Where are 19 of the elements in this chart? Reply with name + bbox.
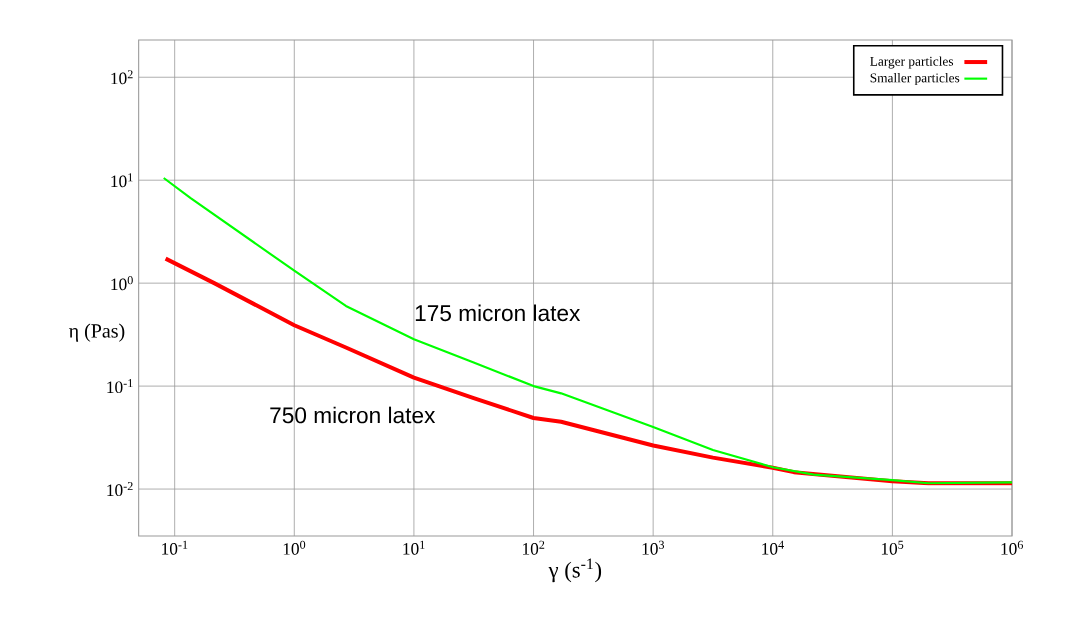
x-tick-label: 10$^{-1}$ bbox=[162, 540, 188, 555]
y-tick-label: 10$^{-2}$ bbox=[107, 482, 133, 497]
y-tick-label: 10$^{0}$ bbox=[111, 276, 133, 291]
legend-label: Smaller particles bbox=[870, 72, 960, 86]
y-axis-title: η (Pas) bbox=[68, 323, 125, 342]
x-tick-label: 10$^{1}$ bbox=[403, 540, 425, 555]
x-tick-label: 10$^{0}$ bbox=[283, 540, 306, 555]
y-tick-label: 10$^{-1}$ bbox=[107, 379, 133, 394]
x-axis-title: γ (s$^{-1}$) bbox=[548, 558, 602, 583]
legend-label: Larger particles bbox=[870, 56, 954, 69]
y-tick-label: 10$^{2}$ bbox=[111, 70, 133, 85]
annotation: 175 micron latex bbox=[415, 304, 581, 322]
annotation: 750 micron latex bbox=[270, 406, 436, 424]
x-tick-label: 10$^{5}$ bbox=[881, 540, 904, 555]
x-tick-label: 10$^{4}$ bbox=[762, 540, 784, 555]
x-tick-label: 10$^{3}$ bbox=[642, 540, 665, 555]
x-tick-label: 10$^{6}$ bbox=[1001, 540, 1024, 555]
y-tick-label: 10$^{1}$ bbox=[111, 173, 133, 188]
x-tick-label: 10$^{2}$ bbox=[523, 540, 545, 555]
